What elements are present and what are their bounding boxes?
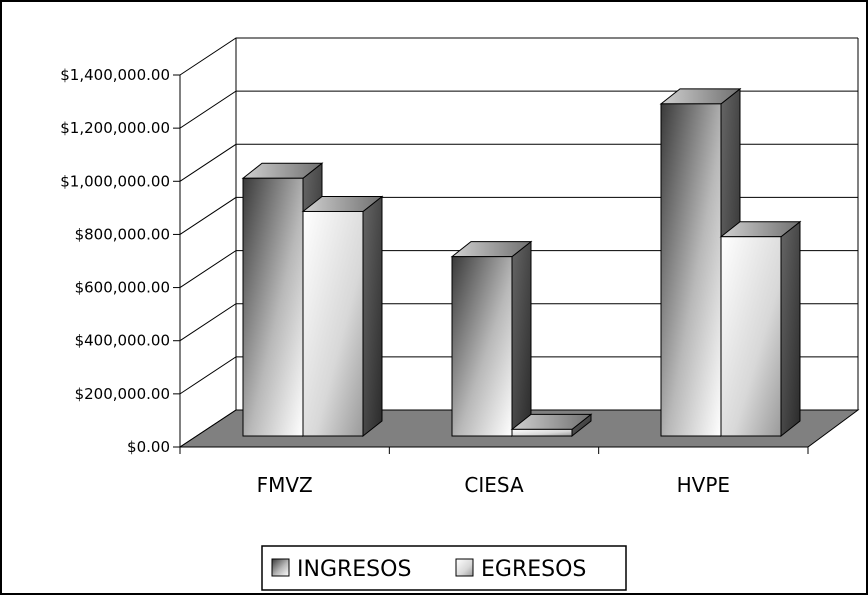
bar-egresos-fmvz	[301, 195, 384, 438]
legend: INGRESOS EGRESOS	[261, 545, 627, 591]
bar-egresos-ciesa	[510, 413, 593, 438]
bar-egresos-hvpe	[719, 220, 802, 438]
x-tick-label-hvpe: HVPE	[677, 473, 730, 497]
y-tick-label: $200,000.00	[75, 385, 170, 403]
bar-front	[720, 236, 782, 437]
legend-label-ingresos: INGRESOS	[297, 557, 411, 582]
legend-swatch-ingresos	[271, 558, 290, 577]
bar-side	[780, 220, 801, 438]
y-tick-label: $800,000.00	[75, 225, 170, 243]
gridline	[179, 303, 858, 342]
gridline	[179, 196, 858, 235]
bar-ingresos-ciesa	[450, 240, 533, 438]
bar-front	[451, 256, 513, 437]
legend-label-egresos: EGRESOS	[481, 557, 586, 582]
bar-front	[242, 177, 304, 437]
gridlines	[179, 37, 858, 395]
gridline	[179, 37, 858, 76]
bars	[241, 87, 802, 438]
bar-front	[660, 103, 722, 437]
gridline	[179, 356, 858, 395]
y-tick-label: $400,000.00	[75, 332, 170, 350]
gridline	[179, 250, 858, 288]
x-tick-label-fmvz: FMVZ	[257, 473, 313, 497]
x-axis: FMVZ CIESA HVPE	[179, 446, 809, 497]
y-tick-label: $600,000.00	[75, 279, 170, 297]
bar-front	[302, 210, 364, 437]
y-tick-label: $1,200,000.00	[60, 119, 170, 137]
bar-side	[511, 240, 532, 438]
gridline	[179, 90, 858, 129]
bar-front	[511, 428, 573, 437]
side-wall-bottom-edge	[179, 409, 237, 448]
gridline	[179, 143, 858, 182]
y-tick-label: $1,400,000.00	[60, 66, 170, 84]
y-tick-label: $1,000,000.00	[60, 172, 170, 190]
y-axis: $0.00 $200,000.00 $400,000.00 $600,000.00 $8…	[60, 66, 181, 456]
bar-side	[362, 195, 383, 438]
x-tick-label-ciesa: CIESA	[464, 473, 524, 497]
legend-box	[261, 545, 627, 591]
legend-swatch-egresos	[455, 558, 474, 577]
y-tick-label: $0.00	[127, 438, 170, 456]
